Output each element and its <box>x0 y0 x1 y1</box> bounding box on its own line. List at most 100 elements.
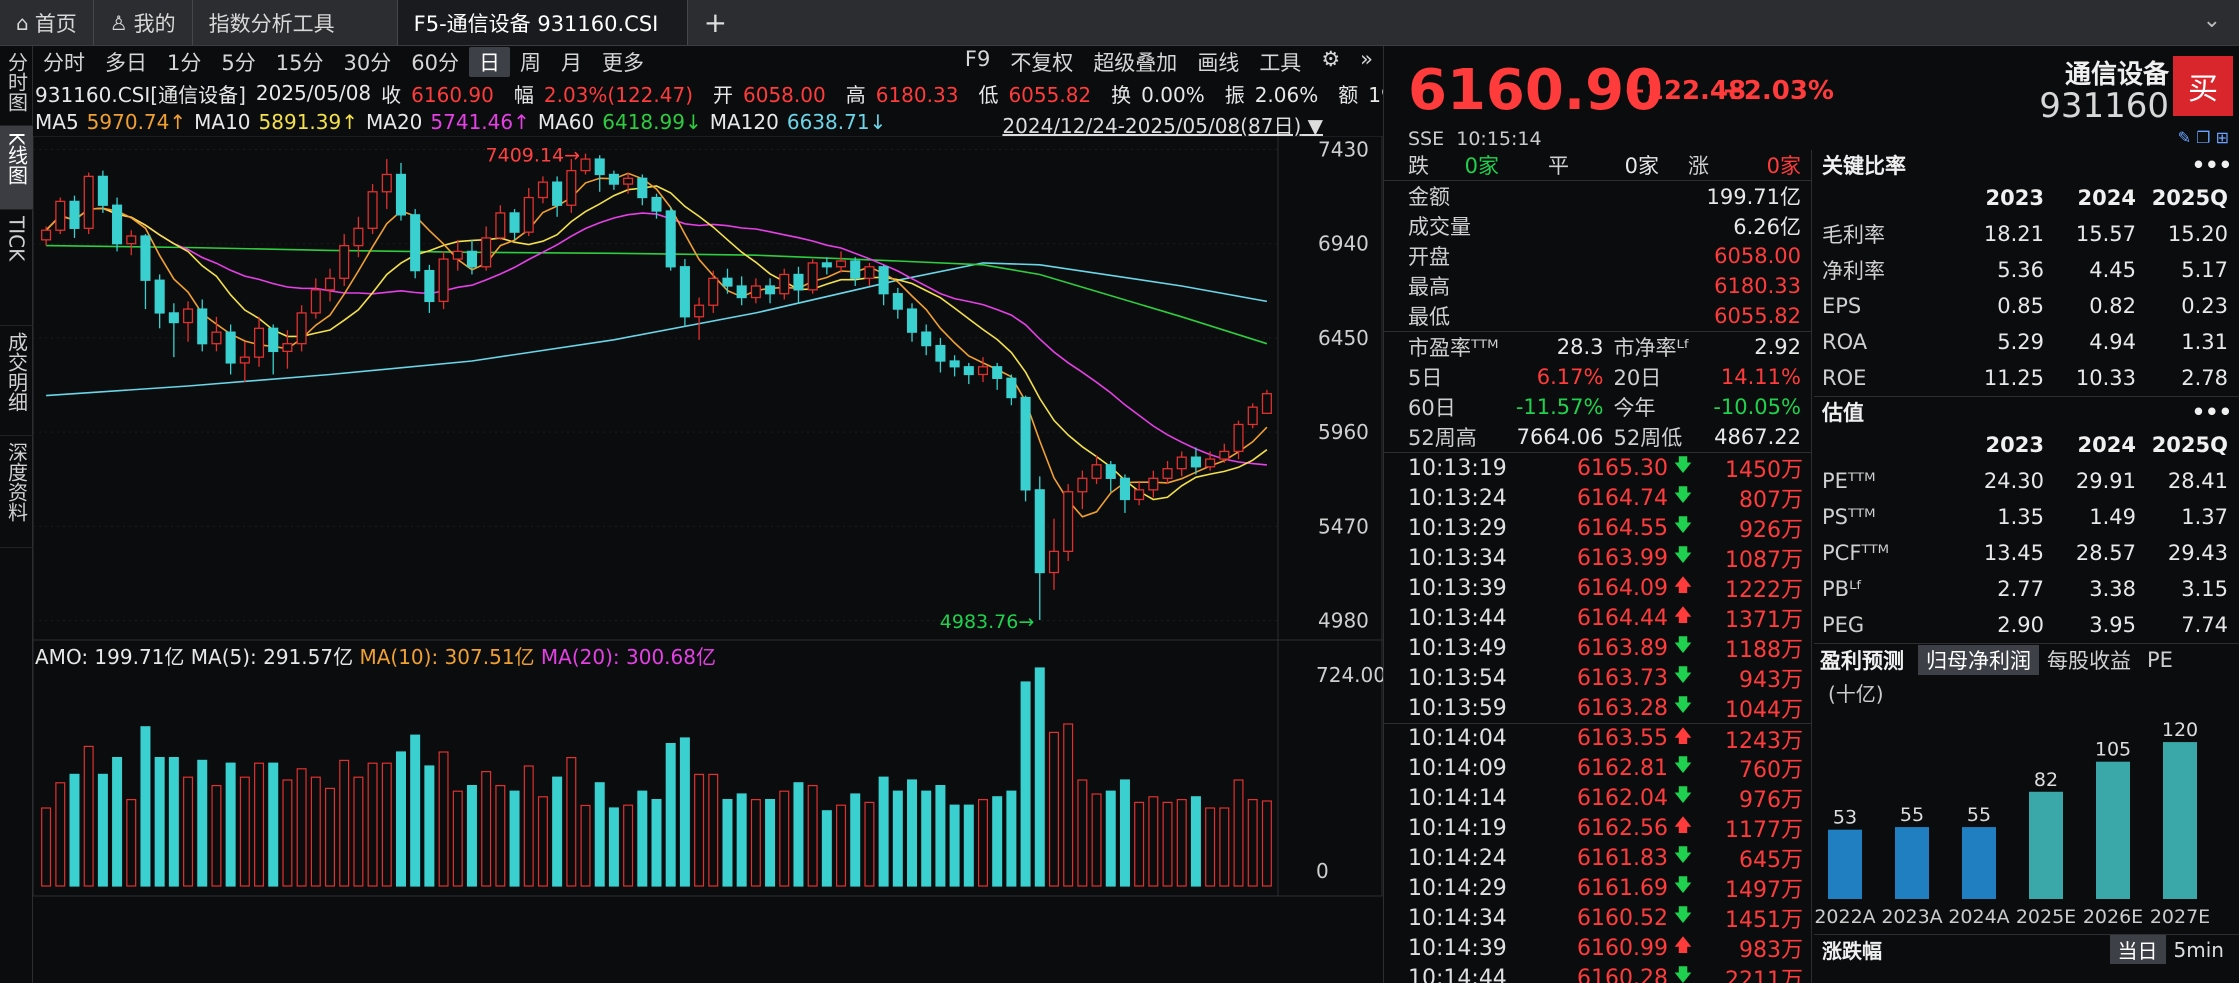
tab-net-profit[interactable]: 归母净利润 <box>1918 645 2039 675</box>
row-name: EPS <box>1822 294 1862 318</box>
volume-bar <box>722 798 733 887</box>
tick-list[interactable]: 10:13:19 6165.30 🡇 1450万 10:13:24 6164.74 🡇 807… <box>1384 453 1811 983</box>
more-icon[interactable]: ••• <box>2191 400 2232 424</box>
period-week[interactable]: 周 <box>519 51 541 75</box>
period-multiday[interactable]: 多日 <box>105 51 147 75</box>
period-30min[interactable]: 30分 <box>343 51 392 75</box>
period-intraday[interactable]: 分时 <box>43 51 85 75</box>
ma120-label: MA120 <box>709 110 779 134</box>
volume-bar <box>1048 731 1059 887</box>
candle <box>594 155 605 192</box>
valuation-title: 估值 <box>1822 401 1864 425</box>
quote-row-label: 开盘 <box>1408 245 1450 269</box>
chevron-down-icon[interactable]: ⌄ <box>2202 8 2221 33</box>
date-range-selector[interactable]: 2024/12/24-2025/05/08(87日) ▼ <box>1002 114 1323 138</box>
tick-time: 10:13:39 <box>1408 575 1507 601</box>
tab-mine[interactable]: ♙ 我的 <box>94 0 193 45</box>
view-depth[interactable]: 深度资料 <box>0 436 33 548</box>
candle <box>97 170 108 213</box>
table-row: PEᵀᵀᴹ 24.30 29.91 28.41 <box>1814 463 2239 499</box>
tab-eps[interactable]: 每股收益 <box>2047 649 2131 673</box>
table-row: PBᴸᶠ 2.77 3.38 3.15 <box>1814 571 2239 607</box>
gear-icon[interactable]: ⚙ <box>1321 47 1341 71</box>
candle <box>651 193 662 219</box>
table-row: 毛利率 18.21 15.57 15.20 <box>1814 216 2239 252</box>
row-value: 1.37 <box>2181 505 2228 529</box>
row-value: 10.33 <box>2075 366 2136 390</box>
tick-volume: 1451万 <box>1725 908 1803 933</box>
view-kline[interactable]: K线图 <box>0 126 33 210</box>
volume-y-bottom: 0 <box>1316 859 1329 883</box>
volume-bar <box>296 768 307 887</box>
candle <box>637 174 648 206</box>
forecast-bar <box>2096 761 2130 899</box>
row-value: 0.23 <box>2181 294 2228 318</box>
window-icon[interactable]: ❐ <box>2196 128 2211 147</box>
today-button[interactable]: 当日 <box>2109 935 2166 964</box>
period-60min[interactable]: 60分 <box>411 51 459 75</box>
stat-value: 7664.06 <box>1516 425 1604 449</box>
tick-volume: 807万 <box>1739 488 1803 513</box>
adjust-button[interactable]: 不复权 <box>1010 51 1074 75</box>
arrow-down-icon: 🡇 <box>1673 755 1693 776</box>
candle <box>665 207 676 271</box>
forecast-category-label: 2023A <box>1881 906 1942 928</box>
volume-bar <box>452 790 463 887</box>
more-icon[interactable]: ••• <box>2191 153 2232 177</box>
arrow-up-icon: 🡅 <box>1673 605 1693 626</box>
period-1min[interactable]: 1分 <box>167 51 202 75</box>
add-icon[interactable]: ⊞ <box>2215 128 2229 147</box>
stat-value: 6.17% <box>1536 365 1604 389</box>
period-month[interactable]: 月 <box>560 51 582 75</box>
candle <box>1063 484 1074 561</box>
tab-pe[interactable]: PE <box>2147 648 2173 672</box>
period-5min[interactable]: 5分 <box>221 51 256 75</box>
tab-home[interactable]: ⌂ 首页 <box>0 0 94 45</box>
candle <box>1020 395 1031 502</box>
price-change-pct: +2.03% <box>1722 76 1834 106</box>
candle <box>1261 389 1272 414</box>
tab-current[interactable]: F5-通信设备 931160.CSI <box>397 0 688 45</box>
view-tick[interactable]: TICK <box>0 210 33 326</box>
new-tab-button[interactable]: + <box>703 6 728 39</box>
candle <box>466 239 478 275</box>
ma-legend: MA5 5970.74↑ MA10 5891.39↑ MA20 5741.46↑ MA… <box>33 108 1383 136</box>
tick-time: 10:14:44 <box>1408 965 1507 983</box>
view-intraday[interactable]: 分时图 <box>0 46 33 126</box>
forecast-title: 盈利预测 <box>1820 649 1904 673</box>
low-annotation: 4983.76→ <box>940 611 1035 633</box>
view-switcher: 分时图 K线图 TICK 成交明细 深度资料 <box>0 46 33 983</box>
volume-bar <box>466 784 477 887</box>
view-label: 深度资料 <box>4 442 29 522</box>
candle <box>381 159 392 210</box>
volume-bar <box>254 762 265 887</box>
collapse-icon[interactable]: » <box>1360 47 1373 71</box>
candle <box>339 234 350 286</box>
candle <box>367 184 378 235</box>
volume-bar <box>126 798 137 887</box>
arrow-down-icon: 🡇 <box>1673 965 1693 983</box>
buy-button[interactable]: 买 <box>2173 56 2233 116</box>
period-more[interactable]: 更多 <box>601 51 644 75</box>
period-day[interactable]: 日 <box>468 47 510 77</box>
row-name: PBᴸᶠ <box>1822 577 1863 601</box>
period-15min[interactable]: 15分 <box>275 51 324 75</box>
volume-bar <box>1105 790 1116 887</box>
5min-button[interactable]: 5min <box>2173 937 2224 962</box>
tab-index-tool[interactable]: 指数分析工具 <box>193 0 398 45</box>
overlay-button[interactable]: 超级叠加 <box>1093 51 1178 75</box>
panel-controls[interactable]: ✎ ❐ ⊞ <box>2178 128 2229 147</box>
forecast-value-label: 120 <box>2162 719 2198 741</box>
ratios-table: 2023 2024 2025Q 毛利率 18.21 15.57 15.20 净利率 5.36 4.… <box>1814 180 2239 396</box>
table-row: EPS 0.85 0.82 0.23 <box>1814 288 2239 324</box>
tick-row: 10:14:14 6162.04 🡇 976万 <box>1384 783 1811 813</box>
f9-button[interactable]: F9 <box>964 47 991 71</box>
stat-label: 20日 <box>1613 366 1662 390</box>
edit-icon[interactable]: ✎ <box>2177 128 2192 147</box>
draw-button[interactable]: 画线 <box>1197 51 1240 75</box>
kline-chart[interactable]: 7430 6940 6450 5960 5470 4980 7409.14→ 4983.76→… <box>33 136 1383 983</box>
volume-bar <box>168 756 179 887</box>
candle <box>395 162 407 221</box>
tools-button[interactable]: 工具 <box>1259 51 1302 75</box>
view-trades[interactable]: 成交明细 <box>0 326 33 436</box>
